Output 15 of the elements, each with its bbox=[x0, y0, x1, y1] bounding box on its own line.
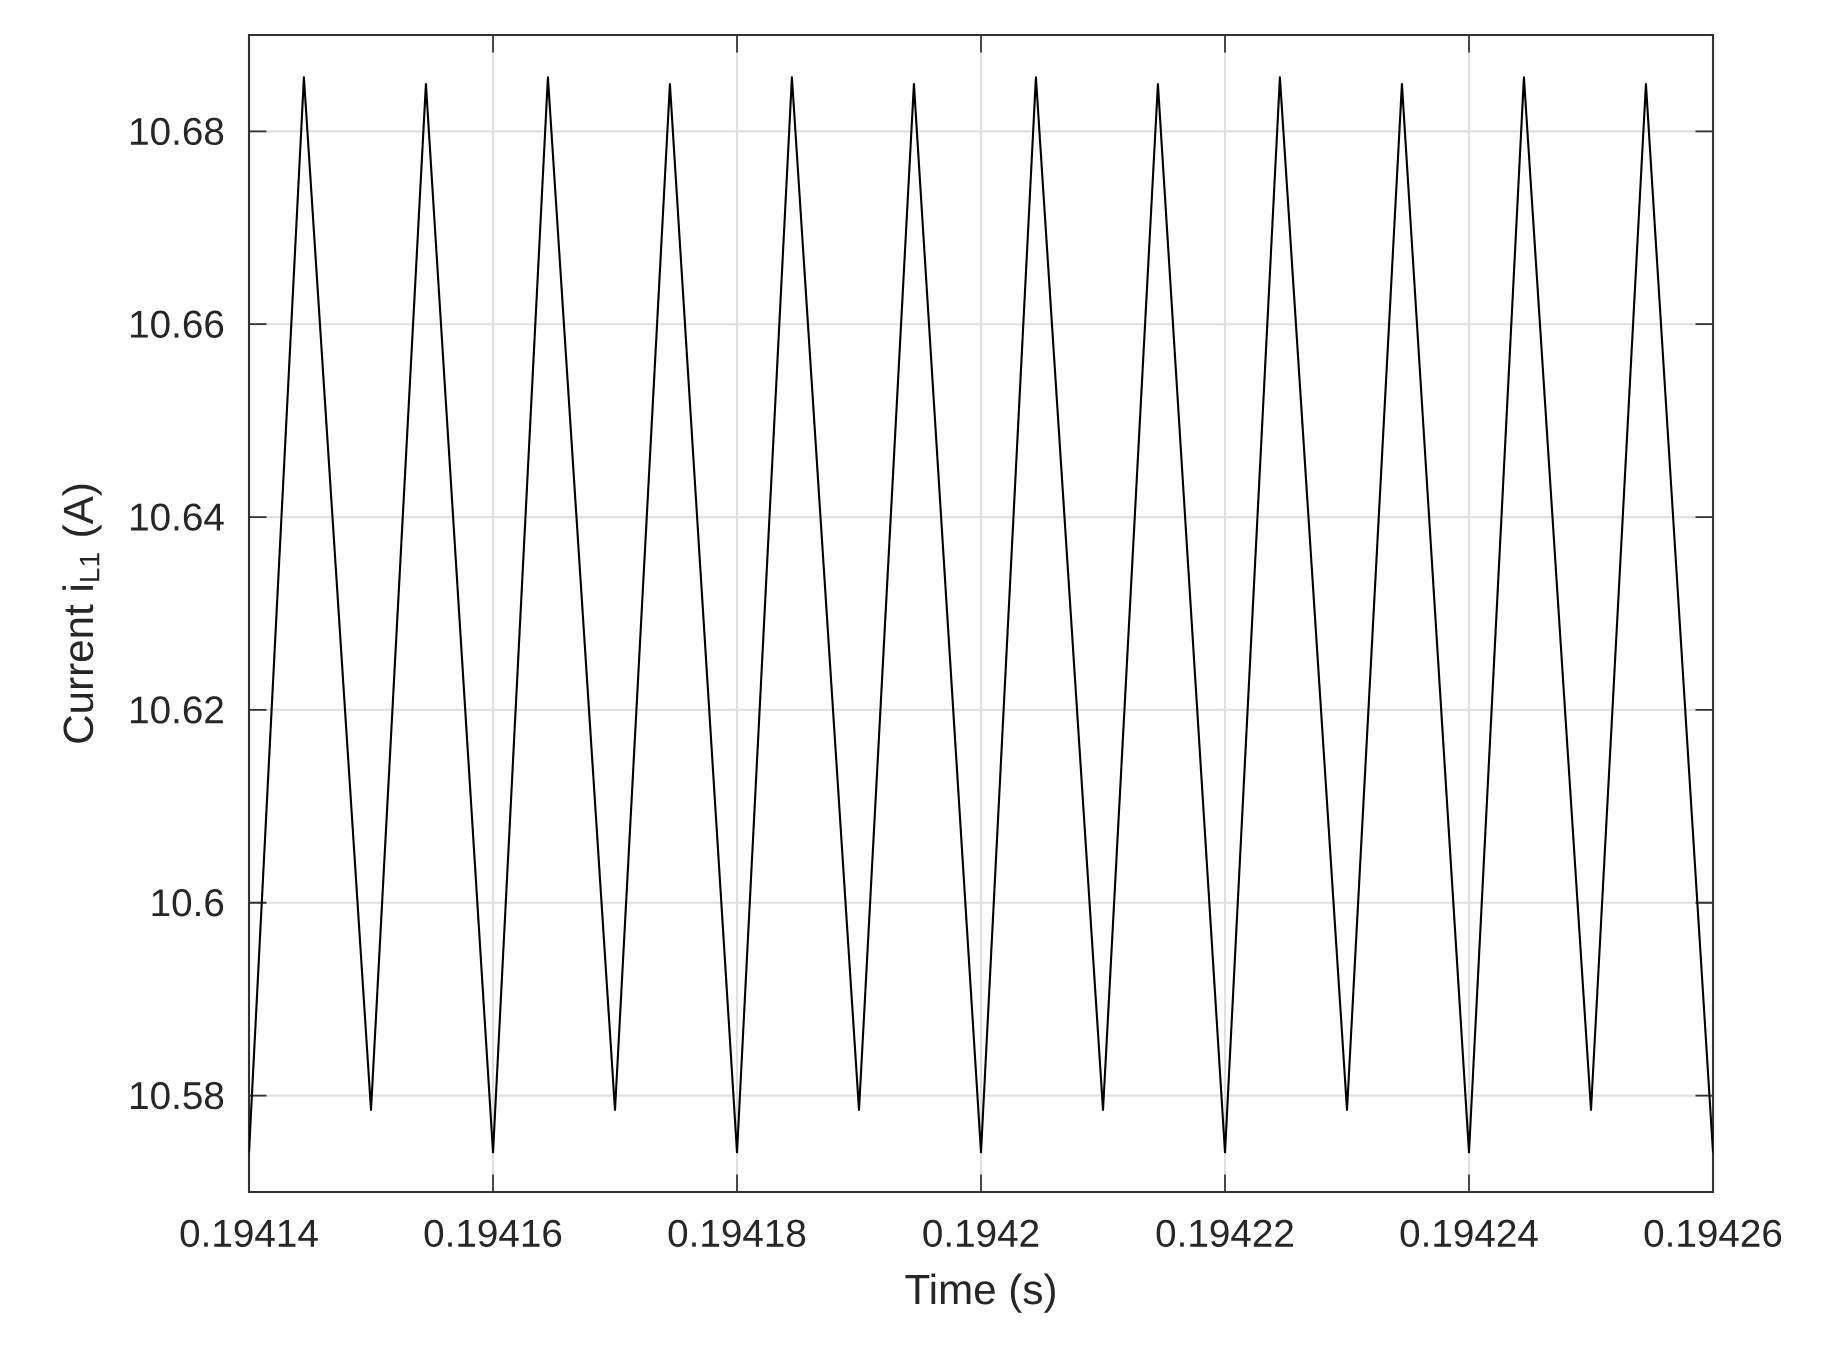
x-tick-label: 0.1942 bbox=[923, 1219, 1039, 1248]
x-tick-label: 0.19416 bbox=[424, 1219, 562, 1248]
x-axis-title: Time (s) bbox=[905, 1273, 1055, 1313]
y-tick-label: 10.6 bbox=[152, 889, 224, 917]
y-tick-label: 10.68 bbox=[131, 117, 224, 146]
y-tick-label: 10.64 bbox=[131, 503, 224, 531]
y-tick-label: 10.66 bbox=[131, 310, 224, 338]
x-tick-label: 0.19424 bbox=[1400, 1219, 1538, 1248]
y-tick-label: 10.62 bbox=[131, 696, 223, 724]
x-tick-label: 0.19422 bbox=[1156, 1219, 1293, 1248]
x-tick-label: 0.19414 bbox=[180, 1219, 318, 1248]
x-tick-label: 0.19426 bbox=[1644, 1219, 1782, 1248]
y-axis-title: Current i$_{L1}$ (A) bbox=[62, 484, 102, 743]
y-tick-label: 10.58 bbox=[131, 1081, 224, 1110]
x-tick-label: 0.19418 bbox=[668, 1219, 806, 1248]
